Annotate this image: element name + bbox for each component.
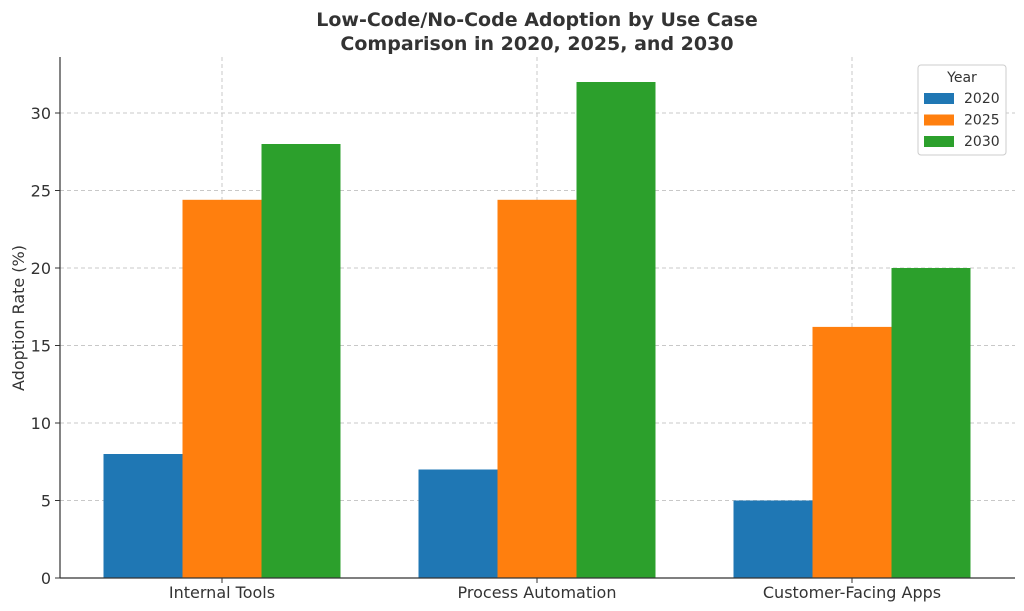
bar-2025-internal-tools: [182, 199, 262, 579]
bar-2025-process-automation: [497, 199, 577, 579]
legend-title: Year: [946, 70, 977, 86]
x-tick-label: Internal Tools: [169, 583, 275, 602]
legend-label-2020: 2020: [964, 91, 1000, 107]
legend-swatch-2025: [924, 114, 954, 126]
bar-2020-customer-facing-apps: [733, 500, 813, 578]
y-tick-label: 30: [31, 104, 51, 123]
chart-title-line-1: Low-Code/No-Code Adoption by Use Case: [316, 9, 758, 31]
legend-box: [917, 64, 1007, 156]
bar-2025-customer-facing-apps: [812, 326, 892, 578]
y-tick-label: 20: [31, 259, 51, 278]
bar-2020-internal-tools: [103, 454, 183, 578]
y-tick-label: 10: [31, 414, 51, 433]
y-tick-label: 15: [31, 337, 51, 356]
bar-2020-process-automation: [418, 469, 498, 578]
y-tick-label: 25: [31, 182, 51, 201]
chart-title-line-2: Comparison in 2020, 2025, and 2030: [340, 33, 733, 55]
bar-2030-process-automation: [576, 82, 656, 578]
legend-label-2025: 2025: [964, 113, 1000, 129]
legend-swatch-2030: [924, 136, 954, 147]
y-tick-label: 0: [41, 569, 51, 588]
bar-2030-customer-facing-apps: [891, 268, 971, 578]
x-tick-label: Process Automation: [458, 583, 617, 602]
bar-2030-internal-tools: [261, 144, 341, 578]
x-tick-label: Customer-Facing Apps: [763, 583, 941, 602]
legend-swatch-2020: [924, 93, 954, 104]
y-tick-label: 5: [41, 492, 51, 511]
legend: Year 2020 2025 2030: [917, 64, 1007, 156]
legend-label-2030: 2030: [964, 134, 1000, 150]
y-axis-label: Adoption Rate (%): [9, 245, 28, 391]
